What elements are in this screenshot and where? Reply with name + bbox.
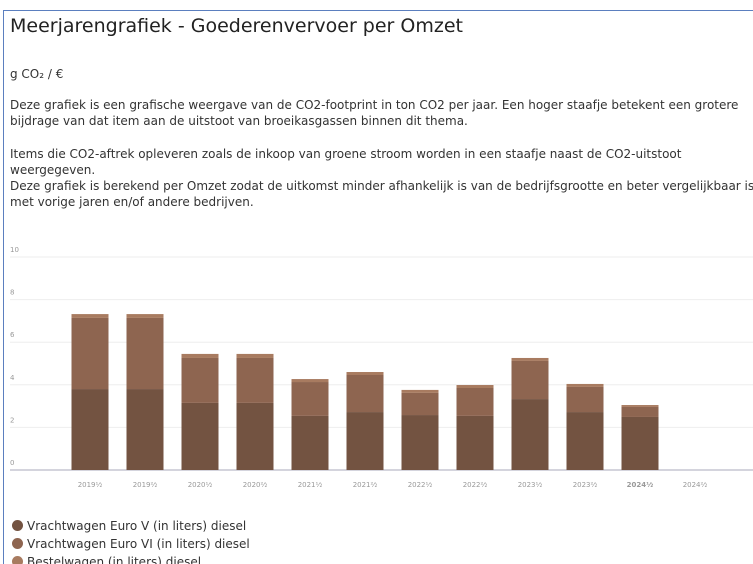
bar-segment — [511, 357, 549, 361]
bar-segment — [236, 402, 274, 470]
x-tick-label: 2022²⁄₂ — [463, 481, 488, 489]
bar-segment — [181, 402, 219, 470]
legend-label: Bestelwagen (in liters) diesel — [27, 555, 202, 564]
bar-segment — [181, 353, 219, 358]
bar-segment — [456, 415, 494, 470]
bar-segment — [621, 406, 659, 417]
bar-segment — [181, 357, 219, 403]
x-tick-label: 2024¹⁄₂ — [627, 481, 654, 489]
bar-segment — [621, 405, 659, 407]
legend-swatch — [12, 538, 23, 549]
bar-segment — [126, 389, 164, 470]
bar-segment — [566, 386, 604, 413]
bar-segment — [126, 317, 164, 390]
bar-segment — [401, 415, 439, 470]
legend-swatch — [12, 520, 23, 531]
legend-item[interactable]: Vrachtwagen Euro V (in liters) diesel — [12, 519, 246, 533]
paragraph: Deze grafiek is een grafische weergave v… — [10, 98, 739, 128]
bar-segment — [346, 372, 384, 376]
y-tick-label: 6 — [10, 331, 15, 339]
x-tick-label: 2022¹⁄₂ — [408, 481, 433, 489]
y-tick-label: 8 — [10, 289, 14, 297]
x-tick-label: 2020¹⁄₂ — [188, 481, 213, 489]
bar-segment — [346, 375, 384, 413]
x-tick-label: 2023²⁄₂ — [573, 481, 598, 489]
legend-label: Vrachtwagen Euro VI (in liters) diesel — [27, 537, 250, 551]
bar-segment — [71, 389, 109, 470]
y-tick-label: 0 — [10, 459, 14, 467]
x-tick-label: 2021¹⁄₂ — [298, 481, 323, 489]
legend-swatch — [12, 556, 23, 564]
bar-segment — [236, 357, 274, 403]
bar-segment — [291, 415, 329, 470]
bar-segment — [291, 382, 329, 416]
bar-segment — [566, 412, 604, 470]
bar-segment — [456, 387, 494, 416]
x-tick-label: 2020²⁄₂ — [243, 481, 268, 489]
unit: g CO₂ / € — [10, 67, 64, 81]
bar-segment — [511, 399, 549, 470]
bar-segment — [621, 416, 659, 470]
bar-segment — [401, 392, 439, 416]
bar-segment — [401, 389, 439, 393]
y-tick-label: 10 — [10, 246, 19, 254]
legend-item[interactable]: Vrachtwagen Euro VI (in liters) diesel — [12, 537, 250, 551]
x-tick-label: 2024²⁄₂ — [683, 481, 708, 489]
x-tick-label: 2019²⁄₂ — [133, 481, 158, 489]
bar-segment — [236, 353, 274, 358]
bar-segment — [126, 314, 164, 318]
x-tick-label: 2023¹⁄₂ — [518, 481, 543, 489]
x-tick-label: 2019¹⁄₂ — [78, 481, 103, 489]
title: Meerjarengrafiek - Goederenvervoer per O… — [10, 15, 463, 37]
bar-segment — [71, 317, 109, 390]
paragraph: Items die CO2-aftrek opleveren zoals de … — [10, 147, 682, 177]
bar-segment — [566, 383, 604, 387]
bar-segment — [346, 412, 384, 470]
legend-item[interactable]: Bestelwagen (in liters) diesel — [12, 555, 201, 564]
bar-segment — [511, 360, 549, 400]
bar-segment — [456, 385, 494, 388]
chart: 0 2 4 6 8 10 2019¹⁄₂ 2019²⁄₂ 2020¹⁄₂ 2020²⁄₂ 2021¹… — [10, 246, 753, 489]
paragraph: Deze grafiek is berekend per Omzet zodat… — [10, 179, 753, 209]
frame — [3, 10, 753, 564]
y-tick-label: 4 — [10, 374, 15, 382]
bar-segment — [71, 314, 109, 318]
legend-label: Vrachtwagen Euro V (in liters) diesel — [27, 519, 247, 533]
x-tick-label: 2021²⁄₂ — [353, 481, 378, 489]
y-tick-label: 2 — [10, 416, 14, 424]
bar-segment — [291, 379, 329, 383]
